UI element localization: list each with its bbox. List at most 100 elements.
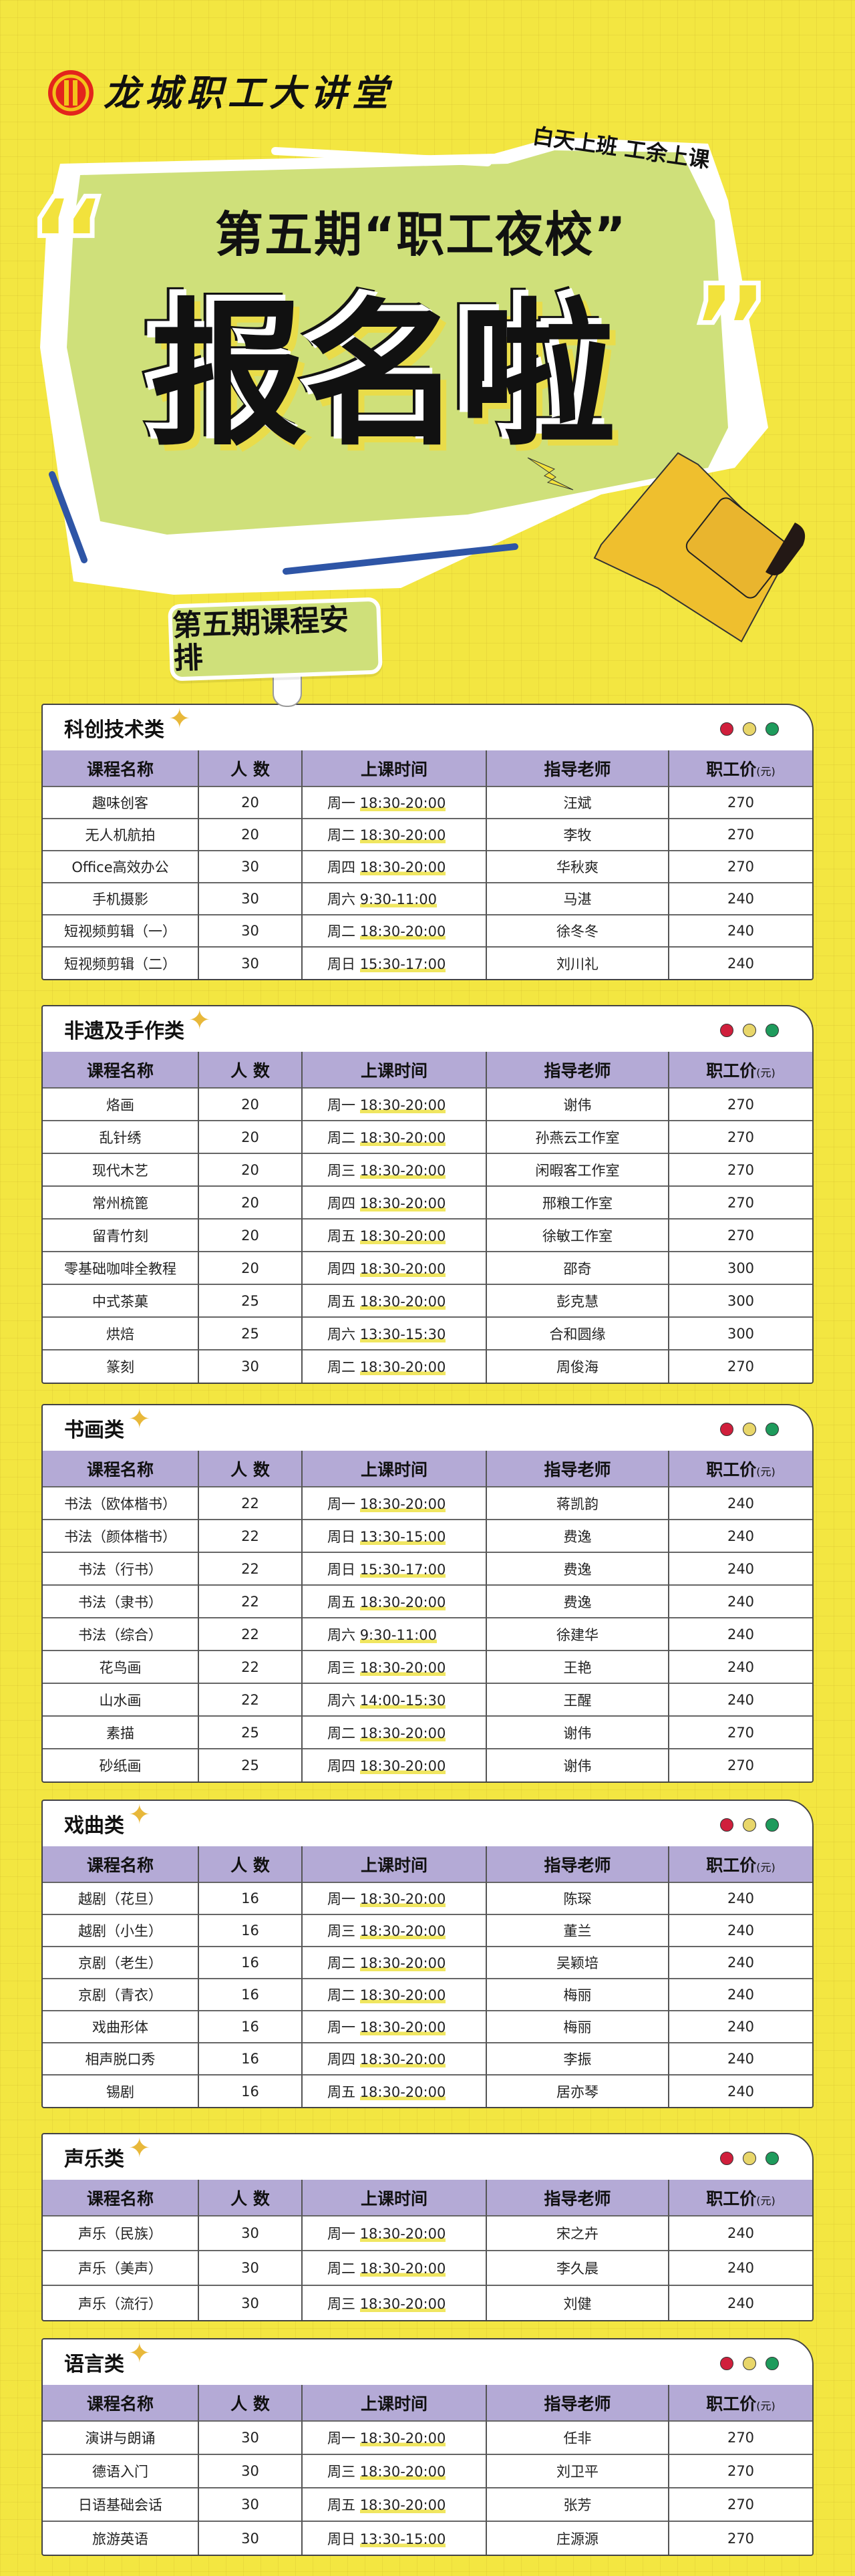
weekday: 周二 — [327, 2261, 355, 2277]
capacity: 30 — [198, 2250, 302, 2285]
time-wrap: 周日 15:30-17:00 — [327, 954, 461, 974]
column-header-time: 上课时间 — [301, 750, 486, 786]
time-wrap: 周五 18:30-20:00 — [327, 2494, 461, 2515]
course-name: 花鸟画 — [43, 1650, 198, 1683]
table-row: 砂纸画 25 周四 18:30-20:00 谢伟 270 — [43, 1748, 812, 1781]
teacher: 周俊海 — [486, 1349, 669, 1383]
table-row: 演讲与朗诵 30 周一 18:30-20:00 任非 270 — [43, 2420, 812, 2454]
capacity: 16 — [198, 1882, 302, 1914]
course-table: 课程名称人 数上课时间 指导老师 职工价(元) 演讲与朗诵 30 周一 18:30-20:… — [43, 2385, 812, 2555]
weekday: 周五 — [327, 2084, 355, 2100]
red-dot-icon — [720, 2357, 733, 2370]
price: 270 — [668, 1715, 812, 1749]
course-card: 书画类 ✦ 课程名称人 数上课时间 指导老师 职工价(元) 书法（欧体楷书） 22 周一 18… — [41, 1404, 814, 1783]
card-title-bar: 书画类 ✦ — [43, 1405, 812, 1451]
column-header-name: 课程名称 — [43, 1052, 198, 1088]
capacity: 20 — [198, 786, 302, 819]
table-row: 德语入门 30 周三 18:30-20:00 刘卫平 270 — [43, 2454, 812, 2488]
class-time: 周二 18:30-20:00 — [301, 1978, 486, 2011]
time-wrap: 周一 18:30-20:00 — [327, 2223, 461, 2243]
teacher: 董兰 — [486, 1914, 669, 1947]
column-header-name: 课程名称 — [43, 2180, 198, 2216]
price: 270 — [668, 1349, 812, 1383]
capacity: 25 — [198, 1284, 302, 1317]
time-wrap: 周四 18:30-20:00 — [327, 1193, 461, 1213]
capacity: 22 — [198, 1617, 302, 1651]
table-row: 日语基础会话 30 周五 18:30-20:00 张芳 270 — [43, 2487, 812, 2521]
course-name: 京剧（青衣） — [43, 1978, 198, 2011]
time-range: 18:30-20:00 — [359, 1228, 446, 1244]
card-title-bar: 非遗及手作类 ✦ — [43, 1006, 812, 1052]
weekday: 周五 — [327, 1594, 355, 1610]
weekday: 周二 — [327, 1359, 355, 1375]
course-name: 相声脱口秀 — [43, 2042, 198, 2075]
window-dots — [720, 1423, 779, 1436]
teacher: 费逸 — [486, 1552, 669, 1585]
column-header-count: 人 数 — [198, 1451, 302, 1487]
teacher: 谢伟 — [486, 1715, 669, 1749]
course-name: 戏曲形体 — [43, 2010, 198, 2043]
price: 240 — [668, 1552, 812, 1585]
window-dots — [720, 1024, 779, 1037]
teacher: 徐建华 — [486, 1617, 669, 1651]
time-range: 18:30-20:00 — [359, 1923, 446, 1939]
time-range: 18:30-20:00 — [359, 1260, 446, 1277]
window-dots — [720, 1818, 779, 1832]
teacher: 合和圆缘 — [486, 1316, 669, 1350]
course-name: 乱针绣 — [43, 1120, 198, 1153]
column-header-price: 职工价(元) — [668, 1451, 812, 1487]
sparkle-icon: ✦ — [128, 2338, 151, 2369]
time-wrap: 周三 18:30-20:00 — [327, 2461, 461, 2481]
class-time: 周六 14:00-15:30 — [301, 1683, 486, 1716]
window-dots — [720, 2152, 779, 2165]
price-header-label: 职工价 — [706, 1459, 757, 1479]
weekday: 周五 — [327, 2497, 355, 2513]
time-range: 18:30-20:00 — [359, 1195, 446, 1211]
table-row: 短视频剪辑（一） 30 周二 18:30-20:00 徐冬冬 240 — [43, 914, 812, 947]
time-range: 18:30-20:00 — [359, 1162, 446, 1179]
table-row: 越剧（小生） 16 周三 18:30-20:00 董兰 240 — [43, 1914, 812, 1947]
course-name: 砂纸画 — [43, 1748, 198, 1781]
capacity: 16 — [198, 2010, 302, 2043]
column-header-price: 职工价(元) — [668, 1052, 812, 1088]
price: 240 — [668, 2250, 812, 2285]
table-row: Office高效办公 30 周四 18:30-20:00 华秋爽 270 — [43, 850, 812, 883]
column-header-teacher: 指导老师 — [486, 2180, 669, 2216]
class-time: 周五 18:30-20:00 — [301, 1284, 486, 1317]
teacher: 费逸 — [486, 1584, 669, 1618]
weekday: 周二 — [327, 1987, 355, 2003]
weekday: 周二 — [327, 1955, 355, 1971]
class-time: 周一 18:30-20:00 — [301, 2420, 486, 2454]
column-header-price: 职工价(元) — [668, 750, 812, 786]
red-dot-icon — [720, 1024, 733, 1037]
yellow-dot-icon — [743, 1024, 756, 1037]
time-range: 18:30-20:00 — [359, 1659, 446, 1676]
time-range: 9:30-11:00 — [359, 1626, 437, 1643]
weekday: 周四 — [327, 1758, 355, 1774]
table-row: 现代木艺 20 周三 18:30-20:00 闲暇客工作室 270 — [43, 1153, 812, 1186]
time-range: 18:30-20:00 — [359, 1594, 446, 1610]
yellow-dot-icon — [743, 2152, 756, 2165]
course-card: 声乐类 ✦ 课程名称人 数上课时间 指导老师 职工价(元) 声乐（民族） 30 周一 18:3… — [41, 2133, 814, 2321]
poster-graphics — [40, 70, 806, 643]
time-wrap: 周三 18:30-20:00 — [327, 1657, 461, 1677]
capacity: 25 — [198, 1316, 302, 1350]
time-range: 18:30-20:00 — [359, 859, 446, 875]
sparkle-icon: ✦ — [128, 1800, 151, 1830]
time-range: 18:30-20:00 — [359, 1987, 446, 2003]
course-name: 趣味创客 — [43, 786, 198, 819]
weekday: 周日 — [327, 956, 355, 972]
table-row: 无人机航拍 20 周二 18:30-20:00 李牧 270 — [43, 818, 812, 851]
time-range: 18:30-20:00 — [359, 2051, 446, 2067]
teacher: 张芳 — [486, 2487, 669, 2521]
price: 270 — [668, 818, 812, 851]
time-wrap: 周二 18:30-20:00 — [327, 1953, 461, 1973]
column-header-time: 上课时间 — [301, 2180, 486, 2216]
weekday: 周二 — [327, 1725, 355, 1741]
course-name: 声乐（美声） — [43, 2250, 198, 2285]
capacity: 22 — [198, 1584, 302, 1618]
table-row: 旅游英语 30 周日 13:30-15:00 庄源源 270 — [43, 2521, 812, 2555]
table-row: 书法（颜体楷书） 22 周日 13:30-15:00 费逸 240 — [43, 1519, 812, 1552]
weekday: 周三 — [327, 2464, 355, 2480]
time-wrap: 周五 18:30-20:00 — [327, 1226, 461, 1246]
